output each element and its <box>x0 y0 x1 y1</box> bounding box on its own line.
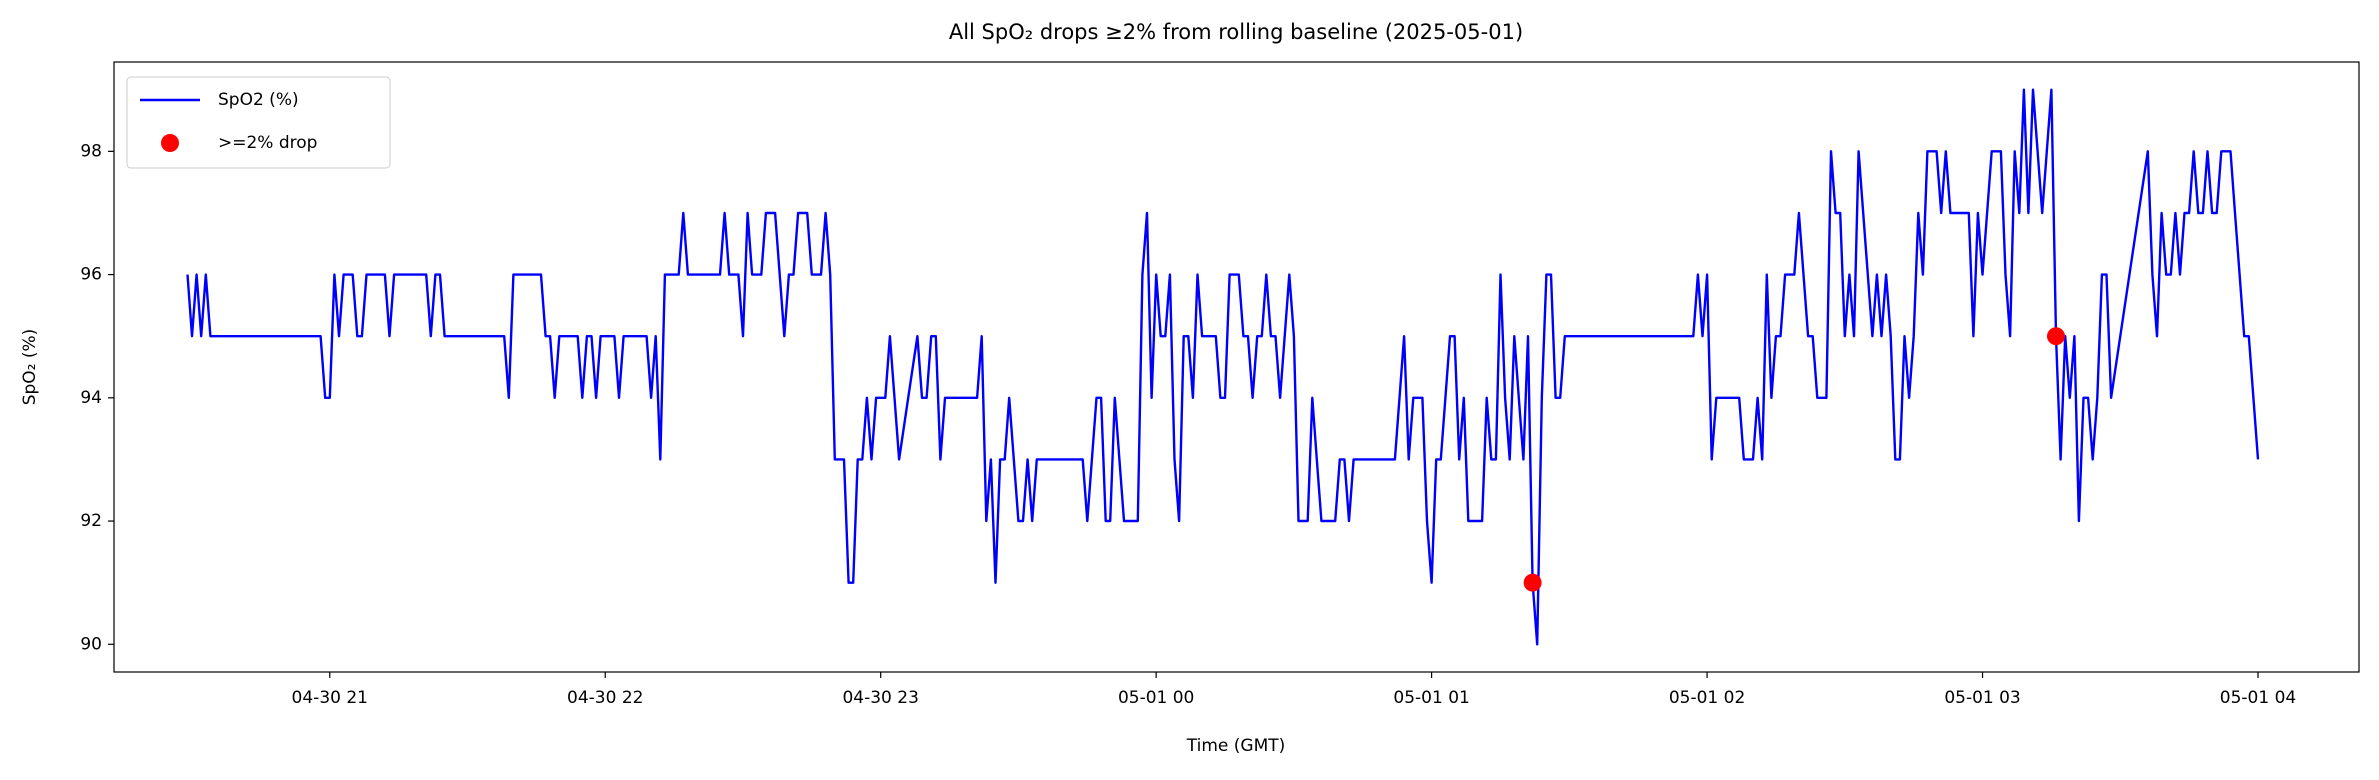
y-tick-label: 92 <box>80 511 102 531</box>
x-tick-label: 04-30 23 <box>842 688 918 708</box>
x-tick-label: 05-01 03 <box>1944 688 2020 708</box>
x-axis-label: Time (GMT) <box>1186 736 1286 756</box>
x-tick-label: 05-01 02 <box>1669 688 1745 708</box>
legend-label: SpO2 (%) <box>218 90 299 110</box>
chart-title: All SpO₂ drops ≥2% from rolling baseline… <box>949 20 1523 44</box>
y-tick-label: 98 <box>80 141 102 161</box>
drop-point <box>2046 327 2065 346</box>
x-tick-label: 05-01 04 <box>2220 688 2296 708</box>
legend-entry: >=2% drop <box>161 133 317 153</box>
x-tick-label: 05-01 01 <box>1393 688 1469 708</box>
x-tick-label: 04-30 21 <box>292 688 368 708</box>
y-tick-label: 94 <box>80 388 102 408</box>
x-tick-label: 04-30 22 <box>567 688 643 708</box>
y-axis-label: SpO₂ (%) <box>20 329 40 406</box>
legend: SpO2 (%) >=2% drop <box>126 76 391 169</box>
plot-frame <box>113 61 2360 673</box>
y-tick-label: 96 <box>80 265 102 285</box>
y-tick-label: 90 <box>80 634 102 654</box>
data-line <box>186 88 2260 646</box>
x-tick-label: 05-01 00 <box>1118 688 1194 708</box>
legend-swatch <box>161 134 179 152</box>
drop-point <box>1523 573 1542 592</box>
legend-label: >=2% drop <box>218 133 317 153</box>
legend-entry: SpO2 (%) <box>140 90 299 110</box>
